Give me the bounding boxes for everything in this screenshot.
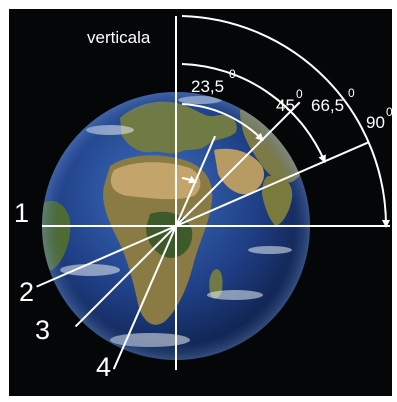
line-label-2: 2 bbox=[19, 277, 34, 307]
angle-arc-4 bbox=[181, 15, 390, 228]
line-label-1: 1 bbox=[14, 198, 29, 228]
angle-label-66: 66,5 0 bbox=[311, 86, 355, 115]
degree-mark-90: 0 bbox=[386, 105, 393, 119]
vertical-label: verticala bbox=[87, 28, 151, 47]
angle-value-23: 23,5 bbox=[191, 77, 224, 96]
angle-label-90: 90 0 bbox=[366, 105, 393, 132]
angle-arc-3 bbox=[181, 63, 326, 164]
line-label-3: 3 bbox=[35, 315, 50, 345]
angle-label-23: 23,5 0 bbox=[191, 67, 236, 96]
line-2-inclined bbox=[36, 141, 369, 288]
line-label-4: 4 bbox=[96, 352, 111, 382]
angle-value-66: 66,5 bbox=[311, 96, 344, 115]
angle-label-45: 45 0 bbox=[276, 87, 303, 115]
angle-arcs bbox=[181, 15, 390, 228]
angle-arc-2 bbox=[181, 103, 264, 142]
angle-value-90: 90 bbox=[366, 113, 385, 132]
line-4-inclined bbox=[112, 135, 216, 370]
angle-value-45: 45 bbox=[276, 96, 295, 115]
degree-mark-45: 0 bbox=[296, 87, 303, 101]
degree-mark-66: 0 bbox=[348, 86, 355, 100]
degree-mark-23: 0 bbox=[229, 67, 236, 81]
angle-arc-1 bbox=[181, 175, 197, 184]
